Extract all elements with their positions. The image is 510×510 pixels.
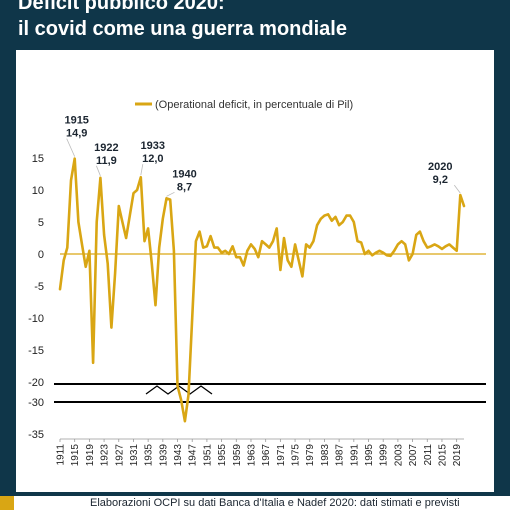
y-tick-label: -10	[28, 313, 44, 325]
y-tick-label: -30	[28, 397, 44, 409]
x-tick-label: 1947	[188, 444, 199, 467]
x-tick-label: 1955	[217, 444, 228, 467]
x-tick-label: 1939	[158, 444, 169, 467]
x-tick-label: 1967	[261, 444, 272, 467]
annotation-year-1922: 1922	[94, 142, 118, 154]
y-tick-label: 10	[32, 185, 44, 197]
legend: (Operational deficit, in percentuale di …	[135, 99, 353, 111]
source-note: Elaborazioni OCPI su dati Banca d'Italia…	[90, 497, 460, 509]
annotation-year-1940: 1940	[172, 168, 196, 180]
break-zigzag	[145, 385, 213, 395]
y-tick-label: -5	[34, 281, 44, 293]
x-tick-label: 1979	[305, 444, 316, 467]
x-tick-label: 1935	[144, 444, 155, 467]
x-tick-label: 1951	[202, 444, 213, 467]
x-tick-label: 1931	[129, 444, 140, 467]
x-tick-label: 1983	[320, 444, 331, 467]
annotation-value-2020: 9,2	[433, 174, 448, 186]
annotation-year-1915: 1915	[64, 115, 88, 127]
series-line-operational-deficit	[58, 157, 466, 423]
annotation-value-1933: 12,0	[142, 153, 163, 165]
annotation-value-1915: 14,9	[66, 128, 87, 140]
x-tick-label: 1911	[56, 444, 67, 466]
x-tick-label: 1995	[364, 444, 375, 467]
annotation-year-2020: 2020	[428, 161, 452, 173]
annotation-leader-1922	[96, 165, 101, 176]
x-tick-label: 1919	[85, 444, 96, 467]
x-tick-label: 2011	[423, 444, 434, 466]
x-tick-label: 2007	[408, 444, 419, 467]
y-tick-label: 15	[32, 153, 44, 165]
x-tick-label: 1963	[247, 444, 258, 467]
x-tick-label: 1915	[70, 444, 81, 467]
chart-card: (Operational deficit, in percentuale di …	[16, 50, 494, 492]
deficit-line-chart: (Operational deficit, in percentuale di …	[28, 99, 486, 467]
y-tick-label: 0	[38, 249, 44, 261]
y-tick-label: 5	[38, 217, 44, 229]
y-tick-label: -35	[28, 429, 44, 441]
x-axis-ticks: 1911 1915 1919 1923 1927 1931 1935 1939 1943 1947…	[56, 438, 464, 467]
x-tick-label: 1959	[232, 444, 243, 467]
x-tick-label: 1923	[100, 444, 111, 467]
y-axis-ticks: 15 10 5 0 -5 -10 -15 -20 -30 -35	[28, 153, 486, 441]
title-line-2: il covid come una guerra mondiale	[18, 18, 347, 40]
annotation-leader-1915	[66, 138, 76, 157]
x-tick-label: 1927	[114, 444, 125, 467]
axis-break	[54, 383, 486, 403]
annotation-leader-1940	[166, 191, 175, 197]
footer-accent-bar	[0, 496, 14, 510]
x-tick-label: 2015	[438, 444, 449, 467]
x-tick-label: 2019	[452, 444, 463, 467]
x-tick-label: 1999	[379, 444, 390, 467]
x-tick-label: 1987	[335, 444, 346, 467]
annotation-year-1933: 1933	[141, 140, 165, 152]
x-tick-label: 1975	[291, 444, 302, 467]
annotation-leader-2020	[453, 184, 461, 194]
x-tick-label: 1971	[276, 444, 287, 467]
x-tick-label: 1991	[349, 444, 360, 467]
legend-label: (Operational deficit, in percentuale di …	[155, 99, 353, 111]
annotation-value-1940: 8,7	[177, 181, 192, 193]
annotation-leader-1933	[140, 164, 144, 176]
y-tick-label: -15	[28, 345, 44, 357]
series-layer	[58, 157, 466, 423]
y-tick-label: -20	[28, 377, 44, 389]
chart-title: Deficit pubblico 2020: il covid come una…	[18, 0, 498, 42]
title-line-1: Deficit pubblico 2020:	[18, 0, 225, 14]
footer: Elaborazioni OCPI su dati Banca d'Italia…	[0, 496, 510, 510]
x-tick-label: 1943	[173, 444, 184, 467]
x-tick-label: 2003	[393, 444, 404, 467]
annotation-value-1922: 11,9	[96, 155, 117, 167]
